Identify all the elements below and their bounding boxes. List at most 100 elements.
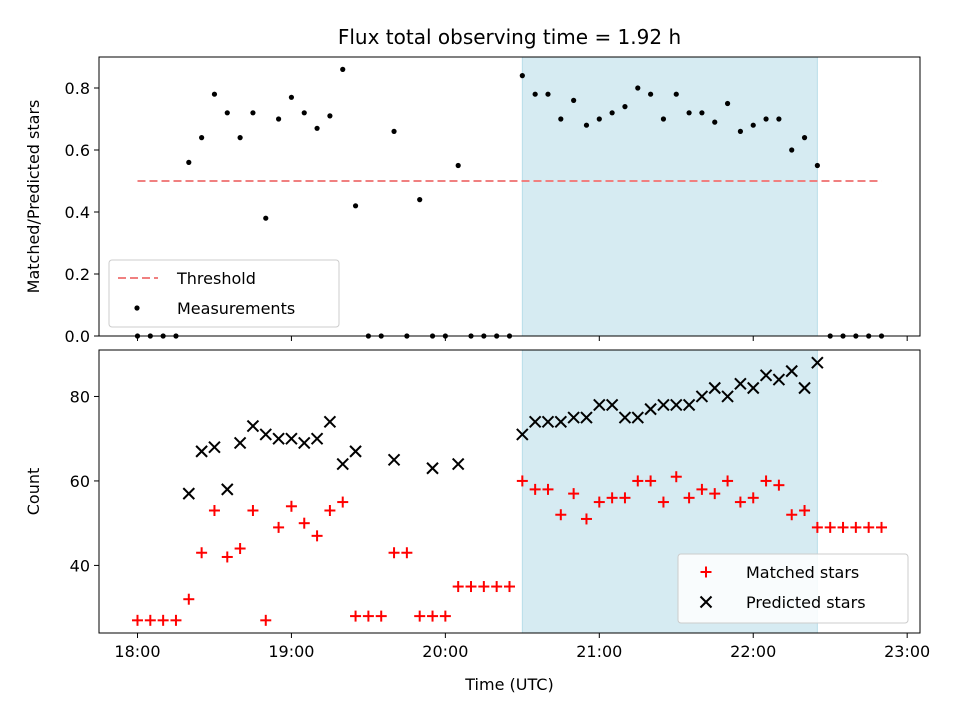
data-point: [465, 581, 477, 593]
data-point: [683, 492, 695, 504]
data-point: [789, 147, 795, 153]
data-point: [504, 581, 515, 593]
data-point: [532, 91, 538, 97]
data-point: [208, 440, 221, 454]
data-point: [199, 135, 205, 141]
marker-stroke: [195, 445, 208, 458]
legend-swatch-x: [699, 595, 713, 609]
data-point: [391, 128, 397, 134]
data-point: [645, 475, 657, 487]
series-matched-stars: [131, 471, 888, 626]
marker-stroke: [233, 436, 247, 450]
data-point: [558, 116, 564, 122]
data-point: [670, 471, 682, 483]
data-point: [324, 505, 336, 517]
shaded-region: [521, 56, 818, 337]
marker-stroke: [772, 373, 786, 386]
y-tick-label: 60: [70, 472, 90, 491]
marker-stroke: [644, 402, 657, 416]
y-tick-label: 0.4: [65, 203, 90, 222]
marker-stroke: [336, 457, 349, 471]
data-point: [542, 483, 554, 495]
data-point: [528, 415, 542, 429]
x-tick-label: 20:00: [422, 642, 468, 661]
data-point: [451, 457, 465, 471]
data-point: [773, 479, 785, 491]
data-point: [233, 436, 247, 450]
x-tick-label: 19:00: [268, 642, 314, 661]
data-point: [288, 94, 295, 100]
data-point: [545, 91, 551, 97]
marker-stroke: [208, 440, 221, 454]
marker-stroke: [734, 377, 747, 390]
data-point: [221, 551, 233, 563]
x-axis-label: Time (UTC): [464, 675, 553, 694]
y-tick-label: 80: [70, 387, 90, 406]
data-point: [314, 125, 320, 131]
data-point: [618, 411, 632, 424]
marker-stroke: [580, 411, 593, 424]
data-point: [801, 135, 808, 141]
data-point: [237, 135, 243, 141]
marker-stroke: [670, 398, 683, 412]
data-point: [273, 521, 285, 533]
data-point: [260, 614, 272, 626]
data-point: [763, 116, 769, 122]
series-predicted-stars: [182, 356, 824, 500]
data-point: [554, 415, 568, 429]
data-point: [721, 390, 734, 403]
legend: Threshold Measurements: [108, 259, 340, 328]
data-point: [772, 373, 786, 386]
marker-stroke: [798, 381, 811, 395]
data-point: [734, 496, 746, 508]
data-point: [734, 377, 747, 390]
data-point: [337, 496, 349, 508]
data-point: [686, 110, 692, 116]
data-point: [349, 445, 362, 458]
data-point: [632, 475, 644, 487]
data-point: [388, 547, 400, 559]
data-point: [760, 475, 772, 487]
y-axis-label: Count: [24, 468, 43, 516]
legend-label: Measurements: [177, 299, 295, 318]
data-point: [708, 381, 721, 395]
data-point: [298, 436, 311, 450]
data-point: [414, 610, 426, 622]
data-point: [529, 483, 541, 495]
data-point: [673, 91, 679, 97]
data-point: [427, 610, 439, 622]
data-point: [250, 110, 256, 116]
data-point: [747, 381, 760, 395]
data-point: [285, 500, 297, 512]
data-point: [323, 415, 337, 429]
marker-stroke: [605, 398, 619, 412]
data-point: [580, 513, 592, 525]
marker-stroke: [759, 369, 773, 382]
data-point: [516, 475, 528, 487]
marker-stroke: [285, 432, 298, 445]
x-tick-label: 23:00: [884, 642, 930, 661]
data-point: [724, 100, 731, 107]
data-point: [785, 364, 798, 378]
data-point: [798, 381, 811, 395]
marker-stroke: [631, 411, 644, 424]
data-point: [131, 614, 143, 626]
data-point: [285, 432, 298, 445]
marker-stroke: [567, 411, 580, 424]
data-point: [259, 428, 272, 441]
data-point: [571, 97, 577, 103]
data-point: [234, 543, 246, 555]
data-point: [631, 411, 644, 424]
marker-stroke: [182, 487, 196, 500]
legend-box: [677, 553, 909, 624]
data-point: [660, 116, 667, 122]
data-point: [648, 91, 654, 97]
data-point: [657, 398, 670, 412]
y-axis-label: Matched/Predicted stars: [24, 100, 43, 294]
data-point: [263, 215, 269, 221]
data-point: [144, 614, 156, 626]
data-point: [593, 496, 605, 508]
y-tick-label: 0.8: [65, 79, 90, 98]
legend-label: Threshold: [176, 269, 256, 288]
marker-stroke: [708, 381, 721, 395]
